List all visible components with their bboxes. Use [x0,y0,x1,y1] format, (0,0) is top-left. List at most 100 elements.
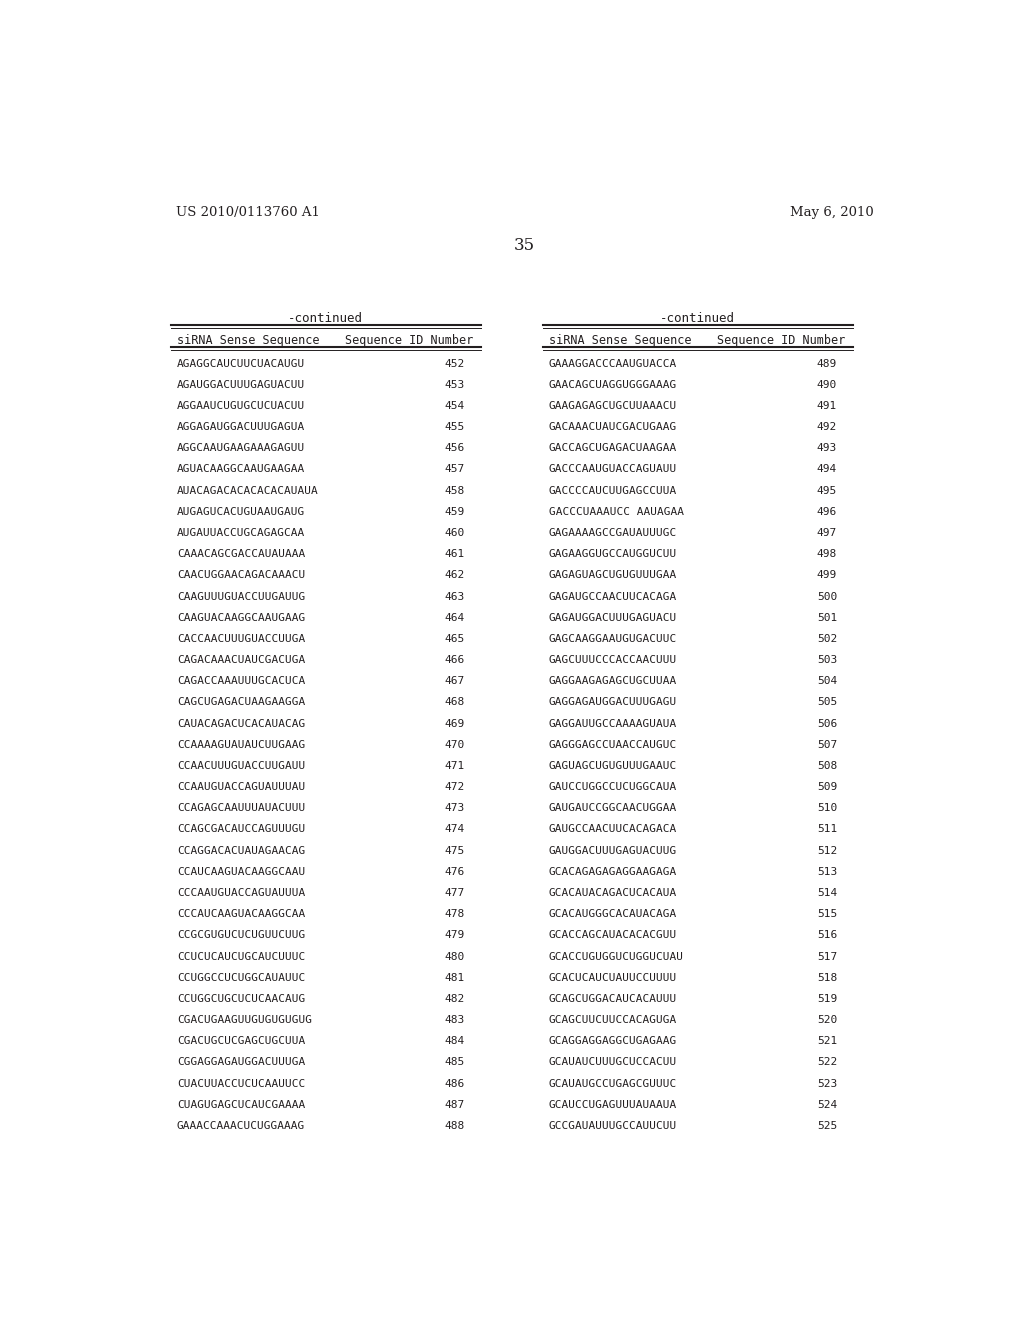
Text: 495: 495 [817,486,838,495]
Text: GCACAUGGGCACAUACAGA: GCACAUGGGCACAUACAGA [549,909,677,919]
Text: 481: 481 [444,973,465,982]
Text: GAUCCUGGCCUCUGGCAUA: GAUCCUGGCCUCUGGCAUA [549,781,677,792]
Text: 524: 524 [817,1100,838,1110]
Text: 478: 478 [444,909,465,919]
Text: -continued: -continued [288,313,364,326]
Text: CCAACUUUGUACCUUGAUU: CCAACUUUGUACCUUGAUU [177,760,305,771]
Text: AUGAGUCACUGUAAUGAUG: AUGAGUCACUGUAAUGAUG [177,507,305,517]
Text: 453: 453 [444,380,465,389]
Text: 472: 472 [444,781,465,792]
Text: siRNA Sense Sequence: siRNA Sense Sequence [549,334,691,347]
Text: GAGAUGGACUUUGAGUACU: GAGAUGGACUUUGAGUACU [549,612,677,623]
Text: CGACUGAAGUUGUGUGUGUG: CGACUGAAGUUGUGUGUGUG [177,1015,312,1026]
Text: 525: 525 [817,1121,838,1131]
Text: 458: 458 [444,486,465,495]
Text: 465: 465 [444,634,465,644]
Text: 503: 503 [817,655,838,665]
Text: GAAACCAAACUCUGGAAAG: GAAACCAAACUCUGGAAAG [177,1121,305,1131]
Text: 480: 480 [444,952,465,961]
Text: US 2010/0113760 A1: US 2010/0113760 A1 [176,206,319,219]
Text: 489: 489 [817,359,838,368]
Text: 483: 483 [444,1015,465,1026]
Text: 490: 490 [817,380,838,389]
Text: CCAUCAAGUACAAGGCAAU: CCAUCAAGUACAAGGCAAU [177,867,305,876]
Text: CCAGGACACUAUAGAACAG: CCAGGACACUAUAGAACAG [177,846,305,855]
Text: CCAAUGUACCAGUAUUUAU: CCAAUGUACCAGUAUUUAU [177,781,305,792]
Text: CAAGUUUGUACCUUGAUUG: CAAGUUUGUACCUUGAUUG [177,591,305,602]
Text: AGGCAAUGAAGAAAGAGUU: AGGCAAUGAAGAAAGAGUU [177,444,305,453]
Text: 461: 461 [444,549,465,560]
Text: GAGCAAGGAAUGUGACUUC: GAGCAAGGAAUGUGACUUC [549,634,677,644]
Text: 510: 510 [817,804,838,813]
Text: 518: 518 [817,973,838,982]
Text: 466: 466 [444,655,465,665]
Text: GCACCAGCAUACACACGUU: GCACCAGCAUACACACGUU [549,931,677,940]
Text: 512: 512 [817,846,838,855]
Text: GCAUAUGCCUGAGCGUUUC: GCAUAUGCCUGAGCGUUUC [549,1078,677,1089]
Text: GACCCCAUCUUGAGCCUUA: GACCCCAUCUUGAGCCUUA [549,486,677,495]
Text: 488: 488 [444,1121,465,1131]
Text: 491: 491 [817,401,838,411]
Text: GCACCUGUGGUCUGGUCUAU: GCACCUGUGGUCUGGUCUAU [549,952,684,961]
Text: GAGCUUUCCCACCAACUUU: GAGCUUUCCCACCAACUUU [549,655,677,665]
Text: CAACUGGAACAGACAAACU: CAACUGGAACAGACAAACU [177,570,305,581]
Text: GAUGAUCCGGCAACUGGAA: GAUGAUCCGGCAACUGGAA [549,804,677,813]
Text: GAGAUGCCAACUUCACAGA: GAGAUGCCAACUUCACAGA [549,591,677,602]
Text: GCAUCCUGAGUUUAUAAUA: GCAUCCUGAGUUUAUAAUA [549,1100,677,1110]
Text: CGGAGGAGAUGGACUUUGA: CGGAGGAGAUGGACUUUGA [177,1057,305,1068]
Text: GACCCAAUGUACCAGUAUU: GACCCAAUGUACCAGUAUU [549,465,677,474]
Text: GAUGCCAACUUCACAGACA: GAUGCCAACUUCACAGACA [549,825,677,834]
Text: 513: 513 [817,867,838,876]
Text: CAGACCAAAUUUGCACUCA: CAGACCAAAUUUGCACUCA [177,676,305,686]
Text: GCAGGAGGAGGCUGAGAAG: GCAGGAGGAGGCUGAGAAG [549,1036,677,1047]
Text: GCACAGAGAGAGGAAGAGA: GCACAGAGAGAGGAAGAGA [549,867,677,876]
Text: AGAUGGACUUUGAGUACUU: AGAUGGACUUUGAGUACUU [177,380,305,389]
Text: 487: 487 [444,1100,465,1110]
Text: 473: 473 [444,804,465,813]
Text: 499: 499 [817,570,838,581]
Text: 500: 500 [817,591,838,602]
Text: GCCGAUAUUUGCCAUUCUU: GCCGAUAUUUGCCAUUCUU [549,1121,677,1131]
Text: Sequence ID Number: Sequence ID Number [345,334,473,347]
Text: 476: 476 [444,867,465,876]
Text: GACCAGCUGAGACUAAGAA: GACCAGCUGAGACUAAGAA [549,444,677,453]
Text: 468: 468 [444,697,465,708]
Text: CCGCGUGUCUCUGUUCUUG: CCGCGUGUCUCUGUUCUUG [177,931,305,940]
Text: 502: 502 [817,634,838,644]
Text: 492: 492 [817,422,838,432]
Text: CCUGGCCUCUGGCAUAUUC: CCUGGCCUCUGGCAUAUUC [177,973,305,982]
Text: AUACAGACACACACACAUAUA: AUACAGACACACACACAUAUA [177,486,318,495]
Text: CGACUGCUCGAGCUGCUUA: CGACUGCUCGAGCUGCUUA [177,1036,305,1047]
Text: 517: 517 [817,952,838,961]
Text: 511: 511 [817,825,838,834]
Text: Sequence ID Number: Sequence ID Number [717,334,845,347]
Text: CUACUUACCUCUCAAUUCC: CUACUUACCUCUCAAUUCC [177,1078,305,1089]
Text: 482: 482 [444,994,465,1003]
Text: CAGACAAACUAUCGACUGA: CAGACAAACUAUCGACUGA [177,655,305,665]
Text: 521: 521 [817,1036,838,1047]
Text: CCCAUCAAGUACAAGGCAA: CCCAUCAAGUACAAGGCAA [177,909,305,919]
Text: siRNA Sense Sequence: siRNA Sense Sequence [177,334,319,347]
Text: 485: 485 [444,1057,465,1068]
Text: GCAGCUUCUUCCACAGUGA: GCAGCUUCUUCCACAGUGA [549,1015,677,1026]
Text: 462: 462 [444,570,465,581]
Text: 507: 507 [817,739,838,750]
Text: GAACAGCUAGGUGGGAAAG: GAACAGCUAGGUGGGAAAG [549,380,677,389]
Text: GCAUAUCUUUGCUCCACUU: GCAUAUCUUUGCUCCACUU [549,1057,677,1068]
Text: 508: 508 [817,760,838,771]
Text: AGGAGAUGGACUUUGAGUA: AGGAGAUGGACUUUGAGUA [177,422,305,432]
Text: CACCAACUUUGUACCUUGA: CACCAACUUUGUACCUUGA [177,634,305,644]
Text: GAAGAGAGCUGCUUAAACU: GAAGAGAGCUGCUUAAACU [549,401,677,411]
Text: GAGGAUUGCCAAAAGUAUA: GAGGAUUGCCAAAAGUAUA [549,718,677,729]
Text: 493: 493 [817,444,838,453]
Text: 509: 509 [817,781,838,792]
Text: GACAAACUAUCGACUGAAG: GACAAACUAUCGACUGAAG [549,422,677,432]
Text: GACCCUAAAUCC AAUAGAA: GACCCUAAAUCC AAUAGAA [549,507,684,517]
Text: 456: 456 [444,444,465,453]
Text: GAGAGUAGCUGUGUUUGAA: GAGAGUAGCUGUGUUUGAA [549,570,677,581]
Text: 515: 515 [817,909,838,919]
Text: CCAAAAGUAUAUCUUGAAG: CCAAAAGUAUAUCUUGAAG [177,739,305,750]
Text: GAGAAAAGCCGAUAUUUGC: GAGAAAAGCCGAUAUUUGC [549,528,677,539]
Text: 455: 455 [444,422,465,432]
Text: GAGGGAGCCUAACCAUGUC: GAGGGAGCCUAACCAUGUC [549,739,677,750]
